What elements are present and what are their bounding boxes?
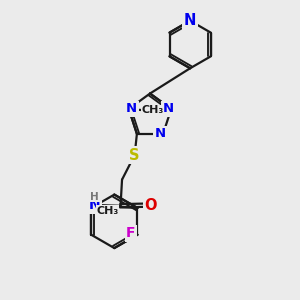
Text: N: N xyxy=(89,198,100,212)
Text: N: N xyxy=(163,102,174,116)
Text: CH₃: CH₃ xyxy=(142,105,164,116)
Text: N: N xyxy=(184,13,196,28)
Text: O: O xyxy=(144,198,157,213)
Text: F: F xyxy=(126,226,136,240)
Text: CH₃: CH₃ xyxy=(96,206,118,216)
Text: S: S xyxy=(129,148,140,163)
Text: H: H xyxy=(90,192,99,202)
Text: N: N xyxy=(126,102,137,116)
Text: N: N xyxy=(154,128,166,140)
